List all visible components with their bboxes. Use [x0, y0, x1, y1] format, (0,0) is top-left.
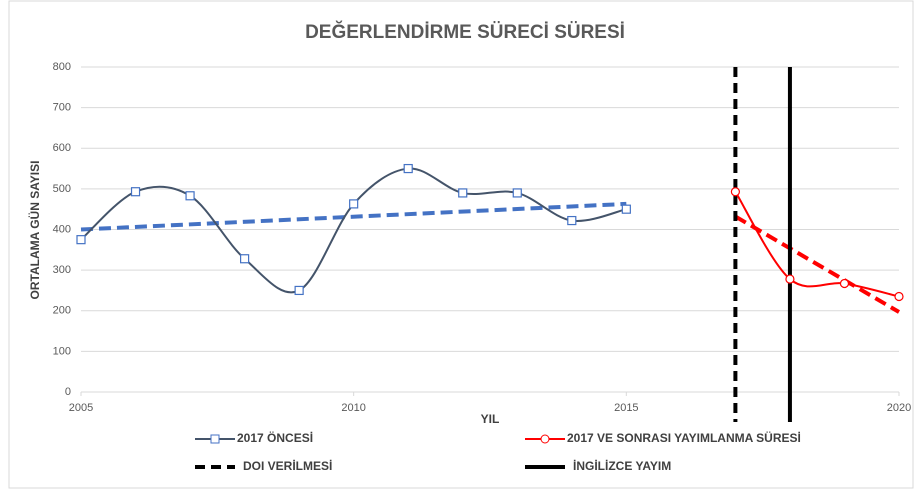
y-tick-label: 800: [53, 61, 71, 73]
y-tick-label: 100: [53, 345, 71, 357]
y-tick-label: 500: [53, 183, 71, 195]
marker: [730, 187, 741, 197]
legend-marker: [540, 434, 550, 444]
series-line: [80, 167, 627, 294]
y-tick-label: 300: [53, 264, 71, 276]
x-axis-title: YIL: [481, 412, 500, 426]
x-tick-label: 2015: [614, 402, 638, 414]
trendline: [80, 201, 627, 232]
marker: [294, 285, 304, 296]
x-tick-label: 2010: [341, 402, 365, 414]
legend-label: İNGİLİZCE YAYIM: [573, 458, 671, 473]
trendline: [734, 214, 901, 314]
legend-label: DOI VERİLMESİ: [243, 458, 332, 473]
y-tick-label: 400: [53, 223, 71, 235]
marker: [458, 188, 468, 198]
chart-title: DEĞERLENDİRME SÜRECİ SÜRESİ: [305, 21, 625, 43]
series-line: [734, 191, 900, 298]
legend-marker: [210, 434, 220, 444]
marker: [76, 235, 86, 245]
marker: [567, 215, 577, 226]
marker: [403, 163, 413, 174]
y-tick-label: 0: [65, 386, 71, 398]
x-tick-label: 2020: [887, 402, 911, 414]
chart-border: [8, 0, 914, 489]
marker: [130, 187, 141, 197]
y-axis-title: ORTALAMA GÜN SAYISI: [27, 161, 42, 300]
marker: [185, 191, 195, 201]
legend-label: 2017 VE SONRASI YAYIMLANMA SÜRESİ: [567, 430, 801, 445]
marker: [621, 204, 631, 214]
marker: [240, 254, 250, 264]
marker: [512, 188, 522, 198]
y-tick-label: 700: [53, 102, 71, 114]
y-tick-label: 600: [53, 142, 71, 154]
x-tick-label: 2005: [69, 402, 93, 414]
legend-label: 2017 ÖNCESİ: [237, 430, 313, 445]
marker: [785, 274, 795, 284]
marker: [349, 199, 359, 209]
marker: [894, 291, 904, 302]
y-tick-label: 200: [53, 305, 71, 317]
marker: [839, 278, 850, 289]
